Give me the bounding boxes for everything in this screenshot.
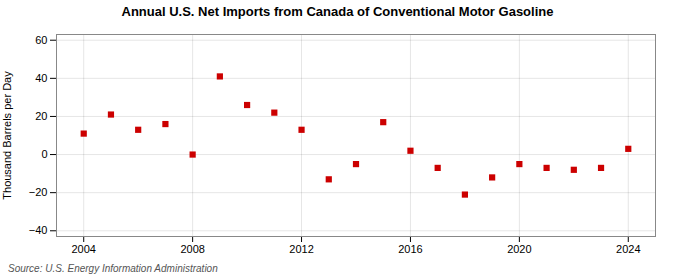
svg-text:60: 60 (35, 34, 47, 46)
svg-text:0: 0 (41, 148, 47, 160)
html-text:Annual U.S. Net Imports from C: Annual U.S. Net Imports from Canada of C… (121, 4, 554, 19)
svg-text:2012: 2012 (289, 243, 313, 255)
svg-text:−20: −20 (29, 186, 48, 198)
svg-text:40: 40 (35, 72, 47, 84)
svg-text:2008: 2008 (180, 243, 204, 255)
svg-text:2016: 2016 (398, 243, 422, 255)
svg-text:−40: −40 (29, 224, 48, 236)
svg-text:Thousand Barrels per Day: Thousand Barrels per Day (1, 71, 13, 200)
svg-text:2020: 2020 (507, 243, 531, 255)
svg-text:20: 20 (35, 110, 47, 122)
svg-text:2004: 2004 (71, 243, 95, 255)
svg-text:2024: 2024 (616, 243, 640, 255)
html-text:Source: U.S. Energy Informatio: Source: U.S. Energy Information Administ… (8, 263, 218, 274)
